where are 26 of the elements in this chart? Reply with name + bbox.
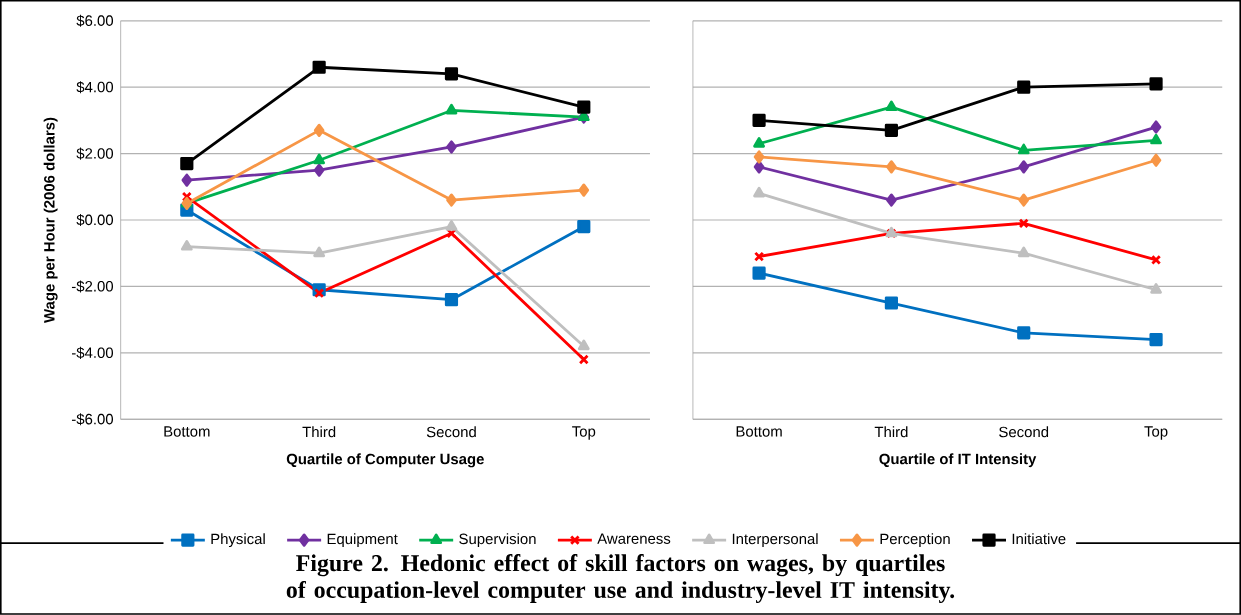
- x-tick-label: Second: [426, 426, 476, 438]
- legend-label: Physical: [211, 533, 265, 548]
- x-tick-label: Bottom: [736, 426, 782, 437]
- x-tick-label: Third: [874, 426, 908, 438]
- y-tick-label: -$6.00: [71, 413, 114, 426]
- legend-label: Perception: [880, 533, 950, 548]
- legend-label: Interpersonal: [732, 533, 818, 548]
- y-axis-title: Wage per Hour (2006 dollars): [43, 117, 58, 324]
- x-axis-title: Quartile of Computer Usage: [286, 453, 484, 468]
- caption: Figure 2. Hedonic effect of skill factors on wages, by quartiles of occupation-level computer use and industry-level IT intensity.: [286, 554, 955, 604]
- legend-label: Supervision: [459, 533, 536, 548]
- y-tick-label: $6.00: [76, 14, 114, 27]
- legend-label: Equipment: [327, 533, 398, 548]
- y-tick-label: $0.00: [76, 214, 114, 227]
- y-tick-label: $4.00: [76, 81, 114, 94]
- x-tick-label: Top: [572, 426, 596, 440]
- x-axis-title: Quartile of IT Intensity: [879, 453, 1037, 468]
- legend-label: Initiative: [1012, 533, 1066, 545]
- x-tick-label: Bottom: [164, 426, 210, 437]
- y-tick-label: -$2.00: [71, 280, 114, 293]
- x-tick-label: Third: [302, 426, 336, 438]
- x-tick-label: Top: [1144, 426, 1168, 440]
- y-tick-label: -$4.00: [71, 346, 114, 359]
- x-tick-label: Second: [999, 426, 1049, 438]
- y-tick-label: $2.00: [76, 147, 114, 160]
- legend-label: Awareness: [597, 533, 671, 544]
